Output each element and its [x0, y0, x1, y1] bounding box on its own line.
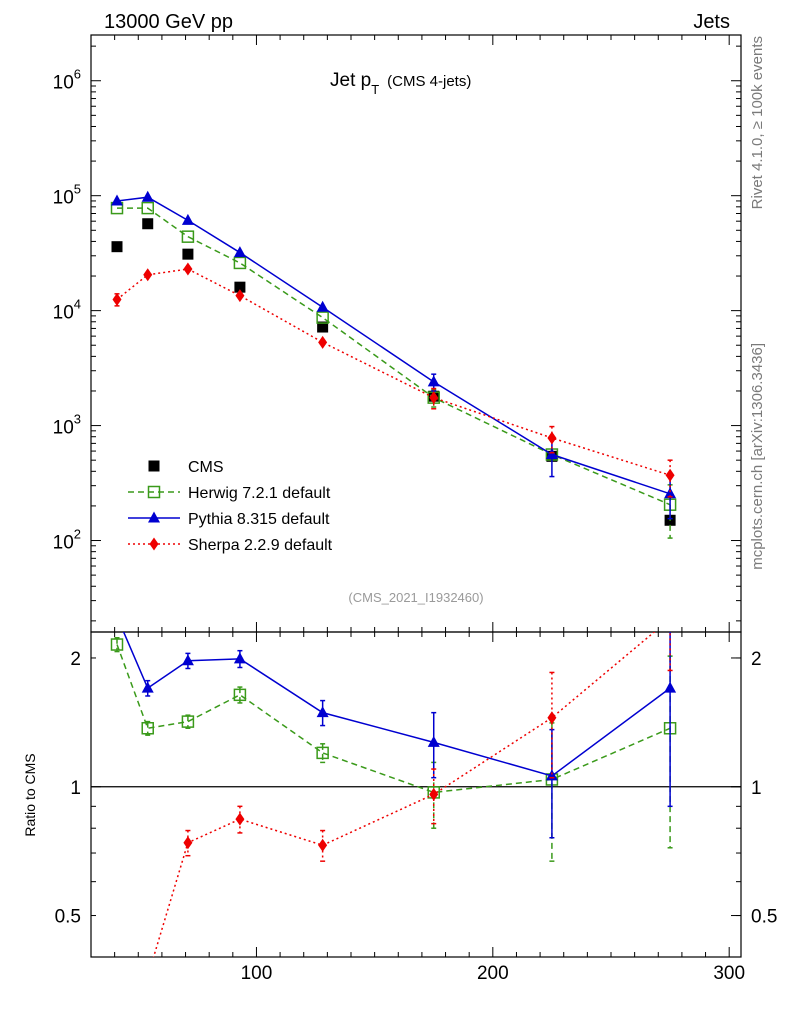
data-point	[664, 681, 677, 693]
data-point	[141, 681, 154, 693]
data-point	[547, 431, 557, 445]
data-point	[143, 970, 152, 983]
legend-marker	[148, 511, 160, 523]
x-tick-label: 200	[477, 963, 509, 984]
data-point	[110, 638, 124, 651]
series-herwig	[110, 636, 677, 862]
data-point	[427, 735, 440, 747]
series-pythia	[111, 190, 677, 520]
data-point	[181, 230, 195, 243]
series-line	[116, 196, 671, 495]
ratio-frame	[90, 631, 742, 958]
data-point	[318, 335, 328, 349]
data-point	[666, 612, 675, 625]
y-tick-label: 0.5	[55, 907, 81, 928]
series-sherpa	[112, 262, 675, 498]
title-subscript: T	[371, 82, 379, 97]
data-point	[664, 487, 677, 499]
data-point	[233, 256, 247, 270]
series-line	[152, 632, 656, 957]
legend-marker	[149, 537, 159, 551]
data-point	[181, 654, 194, 666]
analysis-watermark: (CMS_2021_I1932460)	[348, 590, 483, 605]
data-point	[183, 262, 193, 276]
data-point	[233, 688, 247, 702]
y-tick-label: 106	[53, 67, 81, 94]
y-tick-label: 104	[53, 297, 81, 324]
y-tick-label: 102	[53, 527, 81, 554]
data-point	[233, 652, 246, 664]
data-point	[427, 375, 440, 387]
main-plot: 102 103 104 105 106	[53, 34, 742, 633]
title-main: Jet p	[330, 70, 371, 91]
data-point	[316, 746, 329, 760]
legend-marker	[148, 460, 160, 472]
data-point	[183, 836, 193, 850]
y-tick-label: 105	[53, 182, 81, 209]
legend-label: CMS	[188, 459, 224, 476]
data-point	[181, 213, 194, 225]
data-point	[141, 201, 154, 215]
data-point	[112, 292, 122, 306]
series-cms	[111, 218, 676, 526]
data-point	[142, 218, 154, 230]
legend-label: Herwig 7.2.1 default	[188, 485, 331, 502]
series-line	[116, 644, 671, 794]
data-point	[545, 448, 558, 460]
data-point	[429, 787, 439, 801]
data-point	[234, 281, 246, 293]
x-tick-label: 300	[713, 963, 745, 984]
data-point	[235, 812, 245, 826]
series-sherpa	[113, 612, 675, 988]
title-suffix: (CMS 4-jets)	[387, 73, 471, 90]
series-line	[116, 268, 671, 476]
ratio-series-area	[110, 610, 677, 988]
data-point	[111, 610, 123, 621]
data-point	[143, 268, 153, 282]
header-right: Jets	[693, 11, 730, 33]
legend-marker	[147, 485, 161, 499]
y-tick-label: 103	[53, 412, 81, 439]
data-point	[141, 190, 154, 202]
x-tick-label: 100	[241, 963, 273, 984]
data-point	[111, 194, 123, 206]
data-point	[235, 289, 245, 303]
series-line	[117, 207, 671, 506]
ratio-plot: 100 200 300 0.5 0.5 1 1 2 2	[55, 610, 777, 988]
ratio-ylabel: Ratio to CMS	[22, 753, 38, 836]
data-point	[113, 975, 122, 988]
main-title: Jet pT (CMS 4-jets)	[330, 70, 471, 97]
data-point	[665, 468, 675, 482]
data-point	[547, 711, 557, 725]
data-point	[182, 248, 194, 260]
series-line	[122, 632, 671, 777]
header-left: 13000 GeV pp	[104, 11, 233, 33]
side-label-rivet: Rivet 4.1.0, ≥ 100k events	[749, 36, 766, 209]
data-point	[141, 722, 154, 735]
legend: CMS Herwig 7.2.1 default Pythia 8.315 defa…	[128, 459, 333, 554]
y-tick-label: 2	[70, 649, 81, 670]
data-point	[316, 300, 329, 312]
data-point	[111, 241, 123, 253]
data-point	[233, 246, 246, 258]
y-tick-label: 1	[70, 778, 81, 799]
data-point	[318, 838, 328, 852]
main-series-area	[110, 190, 677, 539]
legend-label: Pythia 8.315 default	[188, 511, 330, 528]
series-pythia	[111, 610, 677, 839]
data-point	[316, 311, 329, 324]
legend-label: Sherpa 2.2.9 default	[188, 537, 333, 554]
data-point	[429, 391, 439, 405]
y-tick-label-right: 1	[751, 778, 762, 799]
side-label-mcplots: mcplots.cern.ch [arXiv:1306.3436]	[749, 343, 766, 570]
data-point	[316, 706, 329, 718]
data-point	[181, 715, 195, 728]
y-tick-label-right: 0.5	[751, 907, 777, 928]
y-tick-label-right: 2	[751, 649, 762, 670]
data-point	[317, 321, 329, 333]
data-point	[545, 769, 558, 781]
